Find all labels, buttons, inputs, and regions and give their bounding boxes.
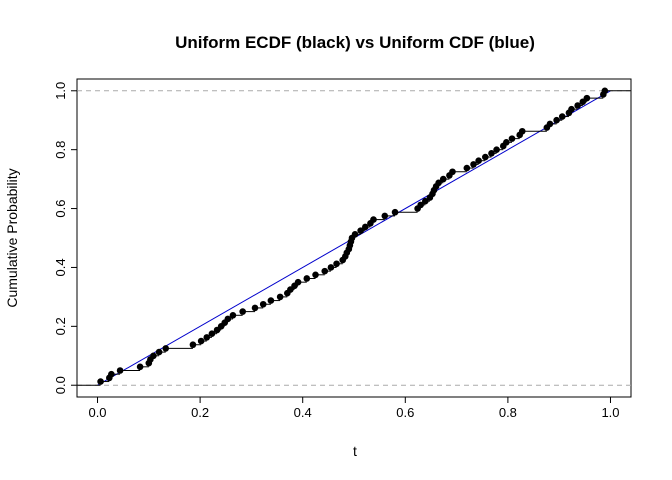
- x-tick-label: 0.2: [191, 405, 209, 420]
- ecdf-point: [229, 311, 237, 319]
- ecdf-point: [475, 157, 482, 165]
- ecdf-point: [518, 127, 526, 135]
- ecdf-point: [189, 341, 197, 349]
- ecdf-point: [333, 260, 340, 268]
- y-axis-label: Cumulative Probability: [4, 168, 20, 307]
- ecdf-point: [601, 87, 609, 95]
- x-tick-label: 0.6: [396, 405, 414, 420]
- ecdf-series: [77, 87, 631, 386]
- ecdf-point: [370, 216, 377, 223]
- ecdf-point: [568, 105, 575, 113]
- ecdf-point: [553, 116, 560, 124]
- x-tick-label: 0.4: [294, 405, 312, 420]
- x-tick-label: 0.0: [88, 405, 106, 420]
- ecdf-point: [321, 267, 329, 275]
- ecdf-point: [162, 345, 170, 352]
- ecdf-point: [361, 223, 369, 231]
- x-tick-label: 1.0: [601, 405, 619, 420]
- ecdf-point: [508, 135, 516, 142]
- ecdf-point: [259, 300, 267, 308]
- ecdf-point: [150, 352, 157, 360]
- ecdf-point: [203, 334, 211, 341]
- ecdf-point: [197, 337, 205, 345]
- ecdf-point: [391, 208, 399, 216]
- x-tick-label: 0.8: [499, 405, 517, 420]
- ecdf-point: [208, 330, 216, 337]
- x-axis-label: t: [353, 443, 357, 459]
- ecdf-point: [294, 278, 302, 286]
- chart-title: Uniform ECDF (black) vs Uniform CDF (blu…: [175, 33, 535, 52]
- ecdf-point: [381, 212, 389, 220]
- y-tick-label: 1.0: [53, 82, 68, 100]
- ecdf-point: [155, 348, 163, 356]
- ecdf-point: [116, 367, 124, 374]
- ecdf-point: [276, 293, 284, 301]
- ecdf-point: [108, 370, 115, 378]
- ecdf-point: [449, 168, 456, 176]
- ecdf-point: [503, 139, 510, 146]
- ecdf-point: [417, 201, 424, 209]
- ecdf-point: [312, 271, 319, 279]
- y-tick-label: 0.2: [53, 317, 68, 335]
- ecdf-point: [327, 264, 335, 271]
- ecdf-point: [267, 297, 275, 304]
- ecdf-point: [488, 150, 495, 157]
- axes: 0.0 0.2 0.4 0.6 0.8 1.0 0.0 0.2 0.4 0.6 0.8 1.0: [53, 82, 620, 420]
- ecdf-point: [251, 304, 259, 312]
- ecdf-point: [439, 175, 447, 183]
- ecdf-point: [574, 102, 581, 109]
- ecdf-point: [422, 197, 429, 205]
- ecdf-point: [239, 308, 246, 315]
- ecdf-point: [558, 113, 566, 120]
- ecdf-point: [546, 120, 554, 128]
- ecdf-point: [303, 275, 311, 282]
- y-tick-label: 0.6: [53, 200, 68, 218]
- ecdf-point: [470, 161, 477, 168]
- ecdf-point: [583, 94, 591, 102]
- ecdf-point: [136, 363, 144, 371]
- ecdf-point: [351, 231, 359, 238]
- ecdf-point: [482, 153, 489, 161]
- ecdf-point: [463, 164, 471, 172]
- ecdf-point: [224, 315, 232, 323]
- ecdf-point: [97, 378, 104, 385]
- y-tick-label: 0.0: [53, 376, 68, 394]
- y-tick-label: 0.8: [53, 141, 68, 159]
- ecdf-point: [435, 179, 442, 187]
- ecdf-point: [357, 227, 364, 234]
- reference-lines: [77, 90, 631, 386]
- ecdf-point: [493, 146, 500, 153]
- y-tick-label: 0.4: [53, 258, 68, 276]
